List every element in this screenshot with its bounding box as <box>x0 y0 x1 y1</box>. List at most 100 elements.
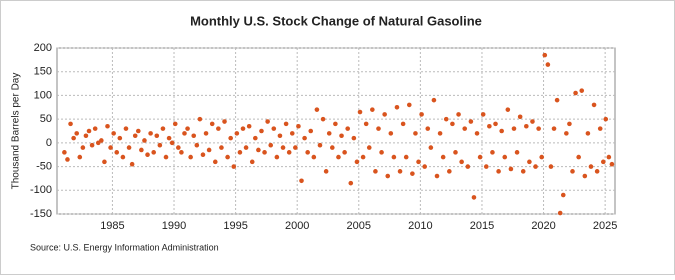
data-point <box>280 145 286 150</box>
data-point <box>286 150 292 155</box>
data-point <box>474 131 480 136</box>
data-point <box>172 121 178 127</box>
data-point <box>302 135 307 141</box>
data-point <box>83 133 89 139</box>
data-point <box>148 131 153 136</box>
data-point <box>376 126 381 131</box>
data-point <box>419 112 424 117</box>
data-point <box>588 164 594 169</box>
data-point <box>108 145 113 150</box>
data-point <box>348 180 354 186</box>
data-point <box>609 161 615 167</box>
data-point <box>468 119 474 124</box>
data-point <box>453 150 458 155</box>
data-point <box>548 164 554 169</box>
data-point <box>166 135 172 141</box>
data-point <box>77 154 83 160</box>
data-point <box>413 131 418 136</box>
data-point <box>560 192 566 198</box>
data-point <box>194 142 200 148</box>
data-point <box>209 121 215 127</box>
plot-area <box>56 47 616 215</box>
y-tick-label: -100 <box>30 184 52 196</box>
x-tick-label: 1995 <box>223 220 247 232</box>
data-point <box>360 154 366 160</box>
data-point <box>600 159 606 165</box>
data-point <box>363 121 369 127</box>
data-point <box>216 126 221 131</box>
data-point <box>400 121 406 127</box>
data-point <box>573 90 578 96</box>
data-point <box>447 169 452 174</box>
data-point <box>68 121 73 127</box>
data-point <box>271 126 277 131</box>
data-point <box>385 173 391 179</box>
data-point <box>163 154 169 160</box>
data-point <box>240 126 246 131</box>
data-point <box>182 131 187 136</box>
chart-title: Monthly U.S. Stock Change of Natural Gas… <box>190 13 482 28</box>
data-point <box>117 135 123 141</box>
data-point <box>339 133 344 139</box>
data-point <box>311 154 317 160</box>
data-point <box>62 150 67 155</box>
data-point <box>354 159 360 165</box>
data-point <box>74 131 80 136</box>
x-tick-label: 2015 <box>470 220 494 232</box>
data-point <box>483 164 489 169</box>
y-tick-label: 200 <box>34 42 52 54</box>
y-tick-label: 0 <box>46 137 52 149</box>
data-point <box>160 126 166 131</box>
data-point <box>594 169 600 174</box>
y-tick-label: -150 <box>30 208 52 220</box>
data-point <box>480 112 486 117</box>
data-point <box>317 142 323 148</box>
y-tick-label: 50 <box>40 113 52 125</box>
data-point <box>179 150 184 155</box>
x-tick-label: 2000 <box>285 220 309 232</box>
data-point <box>256 147 261 153</box>
data-point <box>274 154 280 160</box>
data-point <box>314 107 320 112</box>
data-point <box>299 178 304 184</box>
data-point <box>145 152 150 158</box>
data-point <box>283 121 289 127</box>
data-point <box>511 126 517 131</box>
data-point <box>585 131 591 136</box>
y-tick-label: 150 <box>34 66 52 78</box>
data-point <box>222 119 227 124</box>
data-point <box>406 102 412 108</box>
data-point <box>551 126 557 131</box>
x-tick-label: 2020 <box>531 220 555 232</box>
data-point <box>591 102 597 108</box>
data-point <box>539 154 545 160</box>
data-point <box>597 126 603 131</box>
data-point <box>567 121 572 127</box>
data-point <box>403 154 409 160</box>
data-point <box>462 126 468 131</box>
data-point <box>65 157 70 162</box>
data-point <box>564 131 569 136</box>
y-tick-label: -50 <box>36 160 52 172</box>
data-point <box>437 131 443 136</box>
data-point <box>536 126 541 131</box>
data-point <box>80 145 86 150</box>
data-point <box>151 150 156 155</box>
data-point <box>434 173 440 179</box>
data-point <box>428 145 434 150</box>
data-point <box>487 123 492 129</box>
data-point <box>606 154 612 160</box>
data-point <box>326 131 332 136</box>
data-point <box>493 121 498 127</box>
data-point <box>416 159 421 165</box>
data-point <box>169 140 175 146</box>
data-point <box>357 109 363 115</box>
data-point <box>123 126 129 131</box>
data-point <box>459 159 464 165</box>
data-point <box>397 169 403 174</box>
data-point <box>554 97 560 103</box>
data-point <box>502 154 508 160</box>
data-point <box>345 126 351 131</box>
data-point <box>388 131 394 136</box>
data-point <box>391 154 397 160</box>
